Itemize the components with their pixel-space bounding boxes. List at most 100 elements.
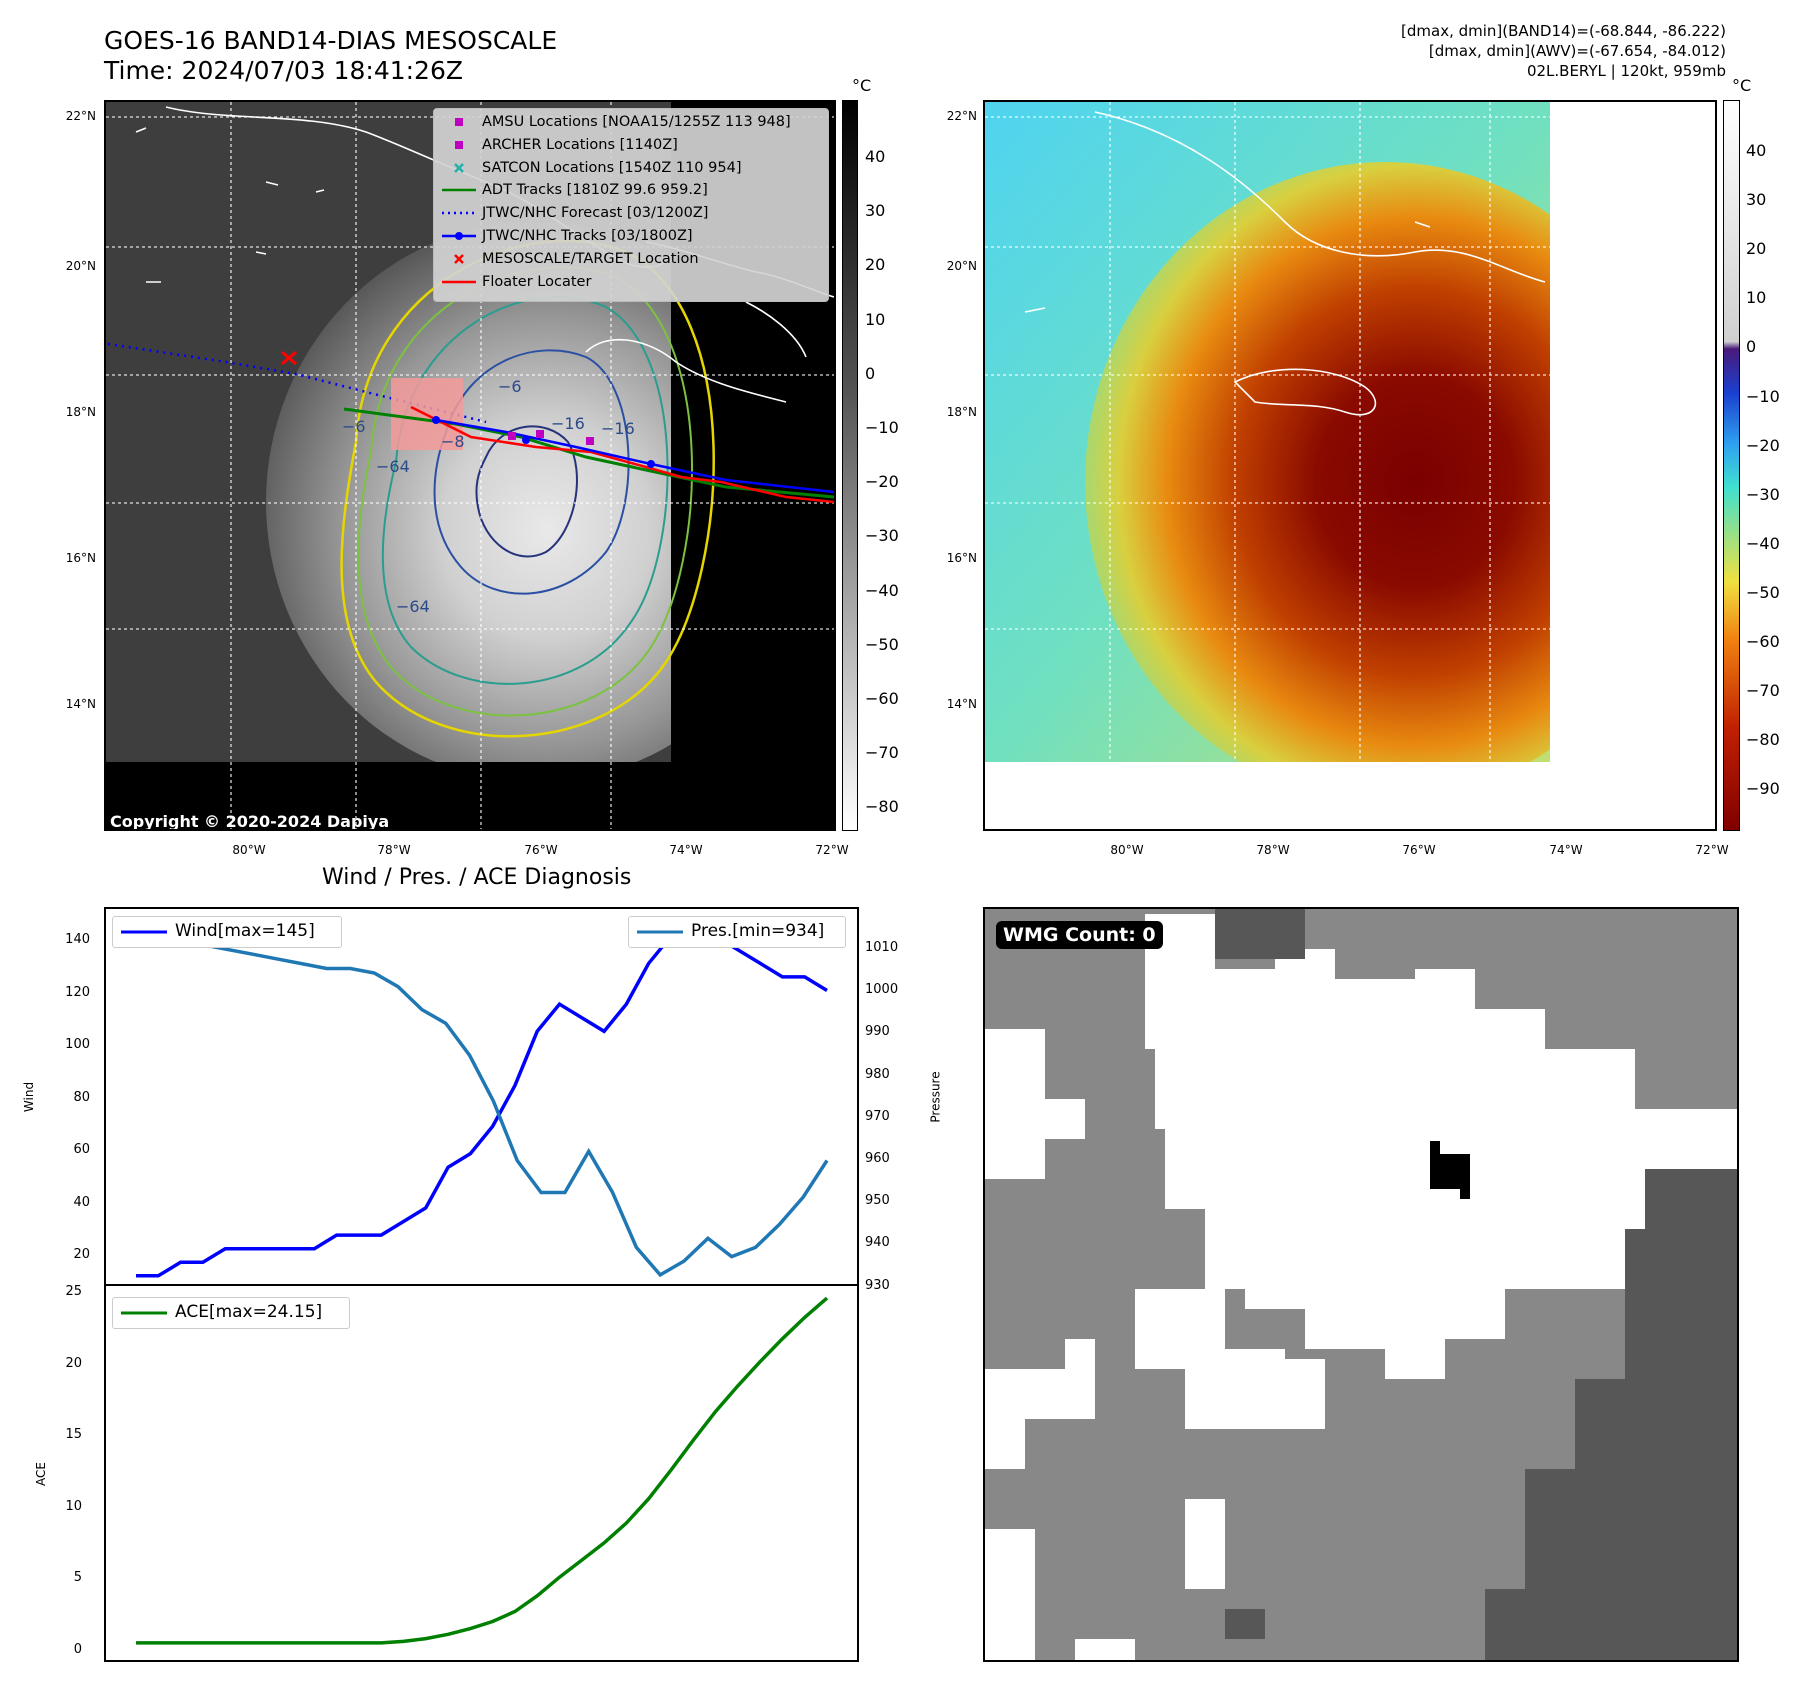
tick-label: 25	[65, 1284, 82, 1299]
awv-colorbar	[1723, 100, 1740, 831]
tick-label: −70	[865, 743, 899, 763]
pressure-legend: Pres.[min=934]	[628, 916, 846, 948]
lat-label: 20°N	[946, 259, 977, 273]
line-marker-icon	[121, 930, 167, 934]
tick-label: 0	[73, 1641, 82, 1657]
lon-label: 72°W	[1695, 843, 1729, 857]
legend-label: AMSU Locations [NOAA15/1255Z 113 948]	[482, 114, 791, 130]
tick-label: −80	[1746, 730, 1780, 750]
tick-label: 980	[865, 1066, 890, 1082]
lat-label: 18°N	[65, 405, 96, 419]
tick-label: 30	[1746, 190, 1767, 210]
tick-label: 930	[865, 1277, 890, 1293]
tick-label: 950	[865, 1193, 890, 1209]
contour-label: −64	[376, 457, 410, 476]
panel-timestamp: Time: 2024/07/03 18:41:26Z	[104, 56, 463, 85]
contour-label-group: −64 −16 −16 −64 −6 −8 −6	[342, 377, 635, 616]
tick-label: −10	[865, 418, 899, 437]
panel-title: GOES-16 BAND14-DIAS MESOSCALE	[104, 26, 558, 55]
lon-label: 80°W	[232, 843, 266, 857]
lon-label: 78°W	[1256, 843, 1290, 857]
tick-label: 990	[865, 1024, 890, 1040]
pressure-legend-label: Pres.[min=934]	[691, 921, 825, 941]
series-line	[136, 1296, 829, 1645]
tick-label: −40	[865, 580, 899, 600]
ace-legend: ACE[max=24.15]	[112, 1297, 350, 1329]
ir-colorbar-unit: °C	[852, 76, 872, 95]
wmg-panel	[983, 907, 1739, 1662]
tick-label: 30	[865, 201, 886, 221]
tick-label: 15	[65, 1427, 82, 1442]
awv-map-panel	[983, 100, 1717, 831]
lon-label: 76°W	[524, 843, 558, 857]
tick-label: 20	[1746, 239, 1767, 259]
lat-label: 20°N	[65, 259, 96, 273]
tick-label: −20	[1746, 435, 1780, 455]
lat-label: 14°N	[946, 697, 977, 711]
legend-label: Floater Locater	[482, 273, 592, 290]
legend-item-forecast: JTWC/NHC Forecast [03/1200Z]	[434, 202, 828, 225]
tick-label: 20	[73, 1247, 90, 1262]
tick-label: −60	[865, 689, 899, 708]
contour-label: −6	[498, 377, 522, 396]
contour-label: −64	[396, 597, 430, 616]
line-marker-icon	[442, 280, 476, 283]
x-marker-icon	[454, 253, 464, 264]
lat-label: 22°N	[65, 109, 96, 123]
legend-item-archer: ARCHER Locations [1140Z]	[434, 134, 828, 157]
stats-line-3: 02L.BERYL | 120kt, 959mb	[1526, 62, 1726, 80]
lon-label: 80°W	[1110, 843, 1144, 857]
tick-label: −50	[865, 634, 899, 654]
wind-legend: Wind[max=145]	[112, 916, 342, 948]
lat-label: 22°N	[946, 109, 977, 123]
contour-label: −16	[551, 414, 585, 433]
legend-item-tracks: JTWC/NHC Tracks [03/1800Z]	[434, 225, 828, 248]
tick-label: −70	[1746, 681, 1780, 701]
tick-label: 40	[865, 147, 886, 166]
tick-label: 10	[865, 309, 886, 329]
tick-label: 100	[65, 1037, 90, 1052]
ace-legend-label: ACE[max=24.15]	[175, 1302, 323, 1322]
tick-label: 80	[73, 1089, 90, 1105]
tick-label: −20	[865, 472, 899, 492]
x-marker-icon	[454, 162, 464, 173]
lat-label: 14°N	[65, 697, 96, 711]
dotted-line-icon	[442, 211, 476, 215]
legend-label: MESOSCALE/TARGET Location	[482, 250, 699, 267]
ir-colorbar	[842, 100, 858, 831]
legend-label: JTWC/NHC Tracks [03/1800Z]	[482, 227, 693, 244]
tick-label: 20	[865, 255, 886, 275]
tick-label: 60	[73, 1142, 90, 1157]
tick-label: −40	[1746, 533, 1780, 553]
tick-label: 40	[73, 1194, 90, 1210]
legend-label: JTWC/NHC Forecast [03/1200Z]	[482, 205, 709, 222]
wind-pressure-lines	[136, 920, 829, 1278]
legend-label: ARCHER Locations [1140Z]	[482, 136, 678, 153]
lon-label: 74°W	[1549, 843, 1583, 857]
tick-label: −60	[1746, 632, 1780, 651]
awv-colorbar-unit: °C	[1732, 76, 1752, 95]
tick-label: −80	[865, 797, 899, 817]
copyright-text: Copyright © 2020-2024 Dapiya	[110, 812, 390, 831]
wmg-grid-image	[985, 909, 1737, 1660]
lat-label: 16°N	[65, 551, 96, 565]
awv-map-image	[985, 102, 1715, 829]
tick-label: 120	[65, 984, 90, 1000]
series-line	[136, 920, 828, 1278]
legend-item-adt: ADT Tracks [1810Z 99.6 959.2]	[434, 179, 828, 202]
legend-item-target: MESOSCALE/TARGET Location	[434, 248, 828, 271]
tick-label: 960	[865, 1151, 890, 1166]
wind-axis-label: Wind	[22, 1081, 37, 1113]
line-marker-icon	[637, 930, 683, 934]
stats-line-1: [dmax, dmin](BAND14)=(-68.844, -86.222)	[1401, 22, 1726, 40]
legend-label: ADT Tracks [1810Z 99.6 959.2]	[482, 182, 708, 199]
stats-line-2: [dmax, dmin](AWV)=(-67.654, -84.012)	[1428, 42, 1726, 60]
wmg-count-badge: WMG Count: 0	[996, 921, 1163, 949]
tick-label: 20	[65, 1355, 82, 1371]
tick-label: −90	[1746, 779, 1780, 799]
square-marker-icon	[455, 118, 463, 126]
legend-item-satcon: SATCON Locations [1540Z 110 954]	[434, 157, 828, 180]
diagnosis-title: Wind / Pres. / ACE Diagnosis	[322, 865, 632, 890]
wind-legend-label: Wind[max=145]	[175, 921, 315, 941]
tick-label: 0	[865, 363, 876, 383]
